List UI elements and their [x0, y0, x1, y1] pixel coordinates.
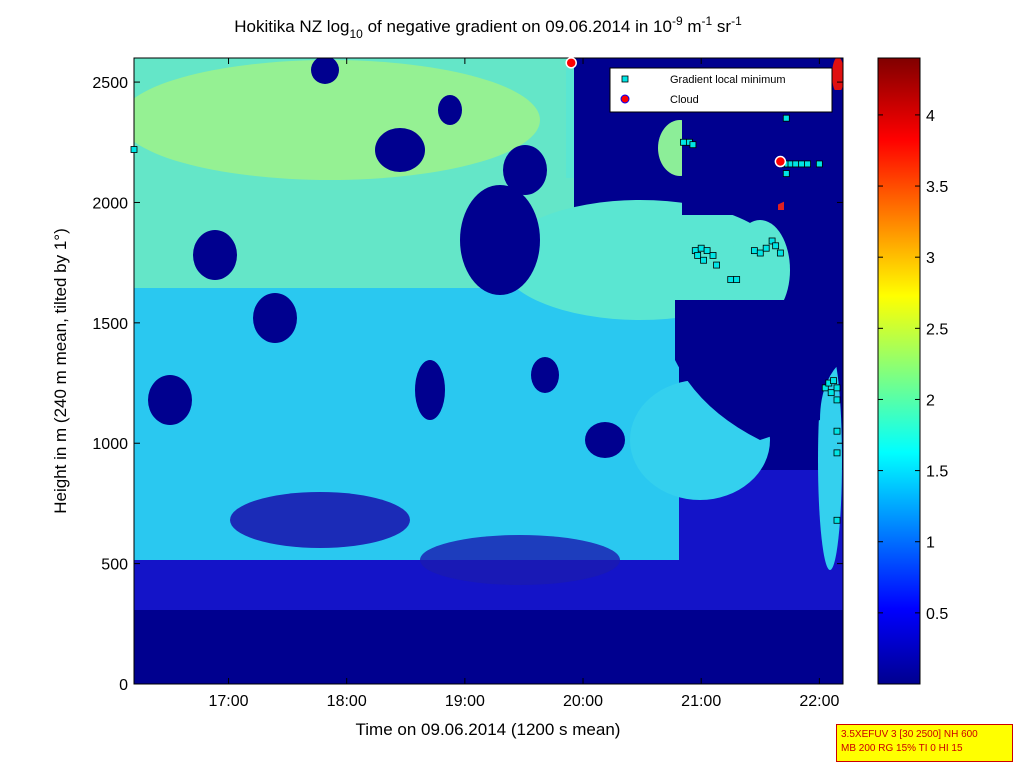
x-tick-label: 22:00: [799, 693, 839, 710]
gradient-minimum-marker: [833, 396, 841, 404]
info-line-2: MB 200 RG 15% TI 0 HI 15: [841, 743, 963, 754]
y-axis-label: Height in m (240 m mean, tilted by 1°): [51, 228, 70, 514]
gradient-minimum-marker: [762, 244, 770, 252]
colorbar-tick-label: 0.5: [926, 606, 948, 623]
title-unit1: m: [683, 17, 702, 36]
colorbar-tick-label: 1.5: [926, 464, 948, 481]
gradient-minimum-marker: [827, 389, 835, 397]
gradient-minimum-marker: [821, 384, 829, 392]
gradient-minimum-marker: [697, 244, 705, 252]
info-box: 3.5XEFUV 3 [30 2500] NH 600 MB 200 RG 15…: [836, 724, 1013, 762]
cloud-layer: [565, 57, 787, 168]
gradient-minimum-marker: [689, 141, 697, 149]
legend-box: [609, 67, 833, 113]
gradient-minimum-marker: [733, 276, 741, 283]
gradient-minimum-marker: [727, 276, 735, 283]
x-tick-label: 18:00: [327, 693, 367, 710]
legend-minimum-label: Gradient local minimum: [670, 74, 786, 86]
colorbar-ticks: 0.5 1 1.5 2 2.5 3 3.5 4: [878, 108, 948, 623]
x-tick-label: 21:00: [681, 693, 721, 710]
title-sup2: -1: [702, 14, 713, 28]
cloud-marker: [774, 155, 787, 168]
info-line-1: 3.5XEFUV 3 [30 2500] NH 600: [841, 729, 978, 740]
x-axis-label: Time on 09.06.2014 (1200 s mean): [356, 720, 621, 739]
gradient-minimum-marker: [833, 516, 841, 524]
legend-minimum-marker: [621, 75, 629, 83]
colorbar-tick-label: 2: [926, 392, 935, 409]
colorbar-tick-label: 1: [926, 535, 935, 552]
legend-cloud-label: Cloud: [670, 94, 699, 106]
colorbar-tick-label: 2.5: [926, 321, 948, 338]
legend-cloud-marker: [620, 94, 630, 104]
title-sup3: -1: [731, 14, 742, 28]
colorbar: [877, 57, 921, 685]
gradient-minimum-marker: [804, 160, 811, 168]
gradient-minimum-marker: [756, 249, 764, 257]
y-tick-label: 2500: [92, 75, 128, 92]
plot-frame: [133, 57, 844, 685]
title-sup1: -9: [672, 14, 683, 28]
colorbar-tick-label: 3: [926, 250, 935, 267]
gradient-minimum-marker: [815, 160, 823, 168]
gradient-minimum-marker: [713, 261, 720, 269]
y-tick-label: 1000: [92, 436, 128, 453]
gradient-minimum-marker: [700, 256, 707, 264]
gradient-minimum-marker: [772, 242, 780, 250]
colorbar-tick-label: 4: [926, 108, 935, 125]
gradient-minimum-marker: [792, 160, 800, 168]
gradient-minimum-marker: [830, 377, 837, 385]
y-tick-label: 0: [119, 677, 128, 694]
y-tick-label: 500: [101, 557, 128, 574]
y-tick-label: 1500: [92, 316, 128, 333]
title-sub: 10: [350, 27, 364, 41]
gradient-minimum-marker: [768, 237, 776, 245]
gradient-minimum-marker: [703, 247, 711, 255]
gradient-minimum-marker: [833, 427, 841, 435]
gradient-minimum-marker: [833, 384, 841, 392]
legend: Gradient local minimum Cloud: [609, 67, 833, 113]
x-tick-label: 19:00: [445, 693, 485, 710]
gradient-minimum-marker: [833, 449, 841, 457]
heatmap-field: [134, 58, 843, 684]
y-axis: 0 500 1000 1500 2000 2500: [92, 75, 843, 694]
title-unit2: sr: [712, 17, 731, 36]
chart-title: Hokitika NZ log10 of negative gradient o…: [234, 14, 742, 41]
gradient-minimum-marker: [694, 252, 702, 259]
gradient-minimum-marker: [782, 170, 790, 177]
x-axis: 17:00 18:00 19:00 20:00 21:00 22:00: [209, 58, 839, 710]
title-prefix: Hokitika NZ log: [234, 17, 349, 36]
gradient-minimum-marker: [798, 160, 806, 168]
colorbar-tick-label: 3.5: [926, 179, 948, 196]
gradient-minimum-marker: [130, 146, 138, 153]
title-middle: of negative gradient on 09.06.2014 in 10: [363, 17, 672, 36]
gradient-minimum-marker: [776, 249, 784, 257]
y-tick-label: 2000: [92, 195, 128, 212]
x-tick-label: 17:00: [209, 693, 249, 710]
gradient-minimum-marker: [709, 252, 717, 259]
cloud-marker: [565, 57, 577, 69]
gradient-minimum-marker: [680, 138, 687, 146]
x-tick-label: 20:00: [563, 693, 603, 710]
gradient-minima-layer: [130, 114, 841, 524]
gradient-minimum-marker: [750, 247, 758, 255]
gradient-minimum-marker: [782, 114, 790, 122]
